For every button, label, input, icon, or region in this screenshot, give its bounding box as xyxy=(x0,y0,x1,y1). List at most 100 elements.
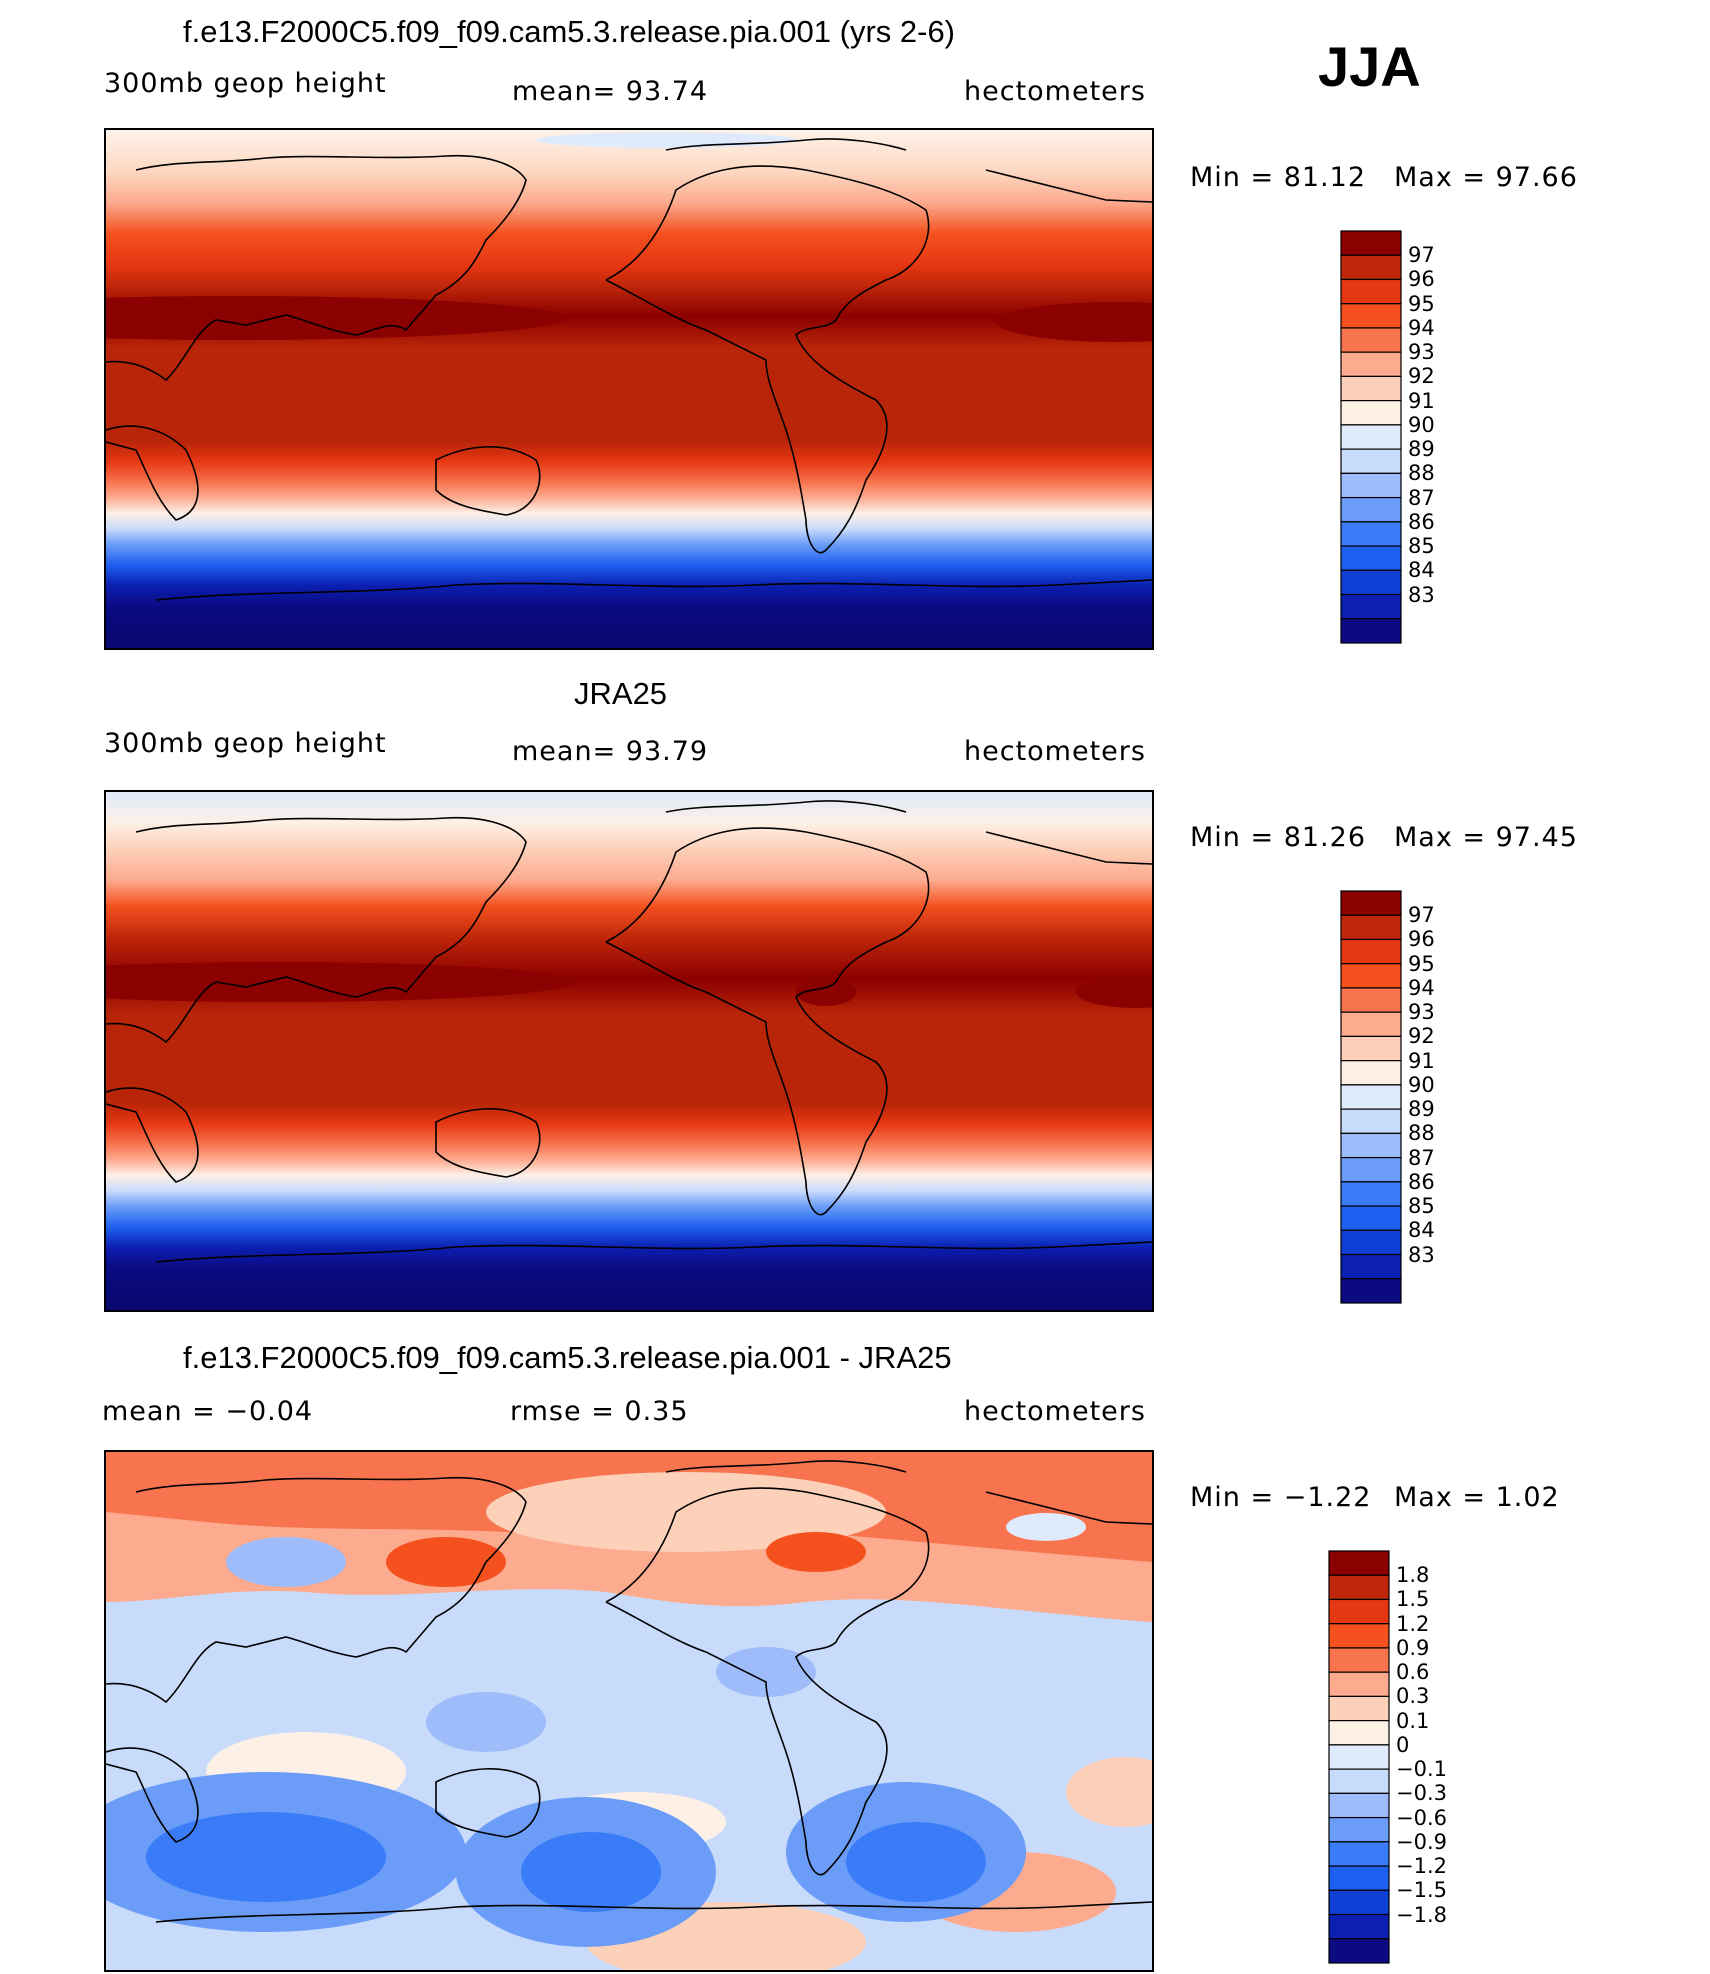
colorbar-box xyxy=(1328,1598,1390,1625)
colorbar-tick-label: 96 xyxy=(1408,927,1435,952)
colorbar-box xyxy=(1340,424,1402,450)
colorbar-box xyxy=(1328,1695,1390,1722)
panel-3-max-label: Max = 1.02 xyxy=(1394,1482,1560,1513)
colorbar-tick-label: 96 xyxy=(1408,267,1435,292)
colorbar-box xyxy=(1328,1671,1390,1698)
panel-3-title: f.e13.F2000C5.f09_f09.cam5.3.release.pia… xyxy=(183,1340,952,1375)
colorbar-box xyxy=(1328,1841,1390,1867)
colorbar-tick-label: 95 xyxy=(1408,951,1435,976)
colorbar-box xyxy=(1340,1132,1402,1159)
colorbar-tick-label: 83 xyxy=(1408,582,1435,607)
colorbar-box xyxy=(1328,1768,1390,1794)
panel-3-mean-label: mean = −0.04 xyxy=(102,1396,314,1427)
panel-3-map xyxy=(104,1450,1154,1972)
panel-3-units-label: hectometers xyxy=(964,1396,1146,1427)
colorbar-box xyxy=(1328,1744,1390,1770)
panel-2-max-label: Max = 97.45 xyxy=(1394,822,1578,853)
colorbar-tick-label: 91 xyxy=(1408,1048,1435,1073)
colorbar-tick-label: 83 xyxy=(1408,1242,1435,1267)
panel-3-rmse-label: rmse = 0.35 xyxy=(510,1396,689,1427)
colorbar-box xyxy=(1340,890,1402,916)
panel-2-colorbar: 97 96 95 94 93 92 91 90 89 88 87 86 85 84 83 xyxy=(1340,890,1435,1304)
colorbar-box xyxy=(1328,1623,1390,1649)
colorbar-tick-label: 89 xyxy=(1408,1097,1435,1122)
colorbar-tick-label: −1.8 xyxy=(1396,1902,1447,1927)
panel-1-colorbar: 97 96 95 94 93 92 91 90 89 88 87 86 85 84 83 xyxy=(1340,230,1435,644)
colorbar-tick-label: 0.1 xyxy=(1396,1708,1430,1733)
colorbar-box xyxy=(1340,472,1402,499)
panel-3-colorbar: 1.8 1.5 1.2 0.9 0.6 0.3 0.1 0 −0.1 −0.3 −0.6 −0.9 −1… xyxy=(1328,1550,1447,1964)
colorbar-tick-label: 93 xyxy=(1408,340,1435,365)
colorbar-tick-label: 0.3 xyxy=(1396,1684,1430,1709)
colorbar-tick-label: 1.8 xyxy=(1396,1563,1430,1588)
colorbar-tick-label: 85 xyxy=(1408,1194,1435,1219)
colorbar-tick-label: 86 xyxy=(1408,509,1435,534)
colorbar-tick-label: 97 xyxy=(1408,243,1435,268)
colorbar-tick-label: 0.9 xyxy=(1396,1635,1430,1660)
colorbar-tick-label: 93 xyxy=(1408,1000,1435,1025)
colorbar-box xyxy=(1328,1816,1390,1843)
colorbar-box xyxy=(1340,521,1402,547)
colorbar-tick-label: 87 xyxy=(1408,485,1435,510)
colorbar-box xyxy=(1328,1913,1390,1940)
panel-2-title: JRA25 xyxy=(574,676,668,711)
colorbar-box xyxy=(1340,1253,1402,1280)
colorbar-svg xyxy=(1340,230,1402,644)
colorbar-tick-label: 87 xyxy=(1408,1145,1435,1170)
colorbar-box xyxy=(1328,1574,1390,1601)
colorbar-box xyxy=(1340,593,1402,620)
colorbar-box xyxy=(1340,496,1402,523)
colorbar-box xyxy=(1328,1792,1390,1819)
colorbar-box xyxy=(1340,400,1402,426)
colorbar-box xyxy=(1328,1865,1390,1891)
colorbar-box xyxy=(1340,1084,1402,1110)
colorbar-tick-label: 94 xyxy=(1408,975,1435,1000)
colorbar-tick-label: 94 xyxy=(1408,315,1435,340)
colorbar-tick-label: 0.6 xyxy=(1396,1660,1430,1685)
colorbar-tick-label: −1.2 xyxy=(1396,1854,1447,1879)
colorbar-tick-label: 89 xyxy=(1408,437,1435,462)
panel-2-mean-label: mean= 93.79 xyxy=(512,736,709,767)
colorbar-box xyxy=(1340,254,1402,281)
colorbar-box xyxy=(1340,569,1402,596)
colorbar-box xyxy=(1340,914,1402,941)
colorbar-box xyxy=(1340,230,1402,256)
colorbar-tick-label: 91 xyxy=(1408,388,1435,413)
colorbar-tick-label: 88 xyxy=(1408,461,1435,486)
colorbar-tick-label: 0 xyxy=(1396,1732,1410,1757)
colorbar-box xyxy=(1340,618,1402,644)
colorbar-tick-label: 90 xyxy=(1408,412,1435,437)
colorbar-tick-label: 84 xyxy=(1408,558,1435,583)
panel-1-max-label: Max = 97.66 xyxy=(1394,162,1578,193)
panel-2-map xyxy=(104,790,1154,1312)
colorbar-tick-label: 84 xyxy=(1408,1218,1435,1243)
colorbar-tick-label: 95 xyxy=(1408,291,1435,316)
panel-3-min-label: Min = −1.22 xyxy=(1190,1482,1372,1513)
season-label: JJA xyxy=(1318,35,1421,98)
colorbar-tick-label: 85 xyxy=(1408,534,1435,559)
panel-1-title: f.e13.F2000C5.f09_f09.cam5.3.release.pia… xyxy=(183,14,956,49)
panel-1-units-label: hectometers xyxy=(964,76,1146,107)
colorbar-svg xyxy=(1340,890,1402,1304)
panel-1-variable-label: 300mb geop height xyxy=(104,68,387,99)
panel-2-units-label: hectometers xyxy=(964,736,1146,767)
colorbar-box xyxy=(1328,1647,1390,1673)
colorbar-tick-label: −0.9 xyxy=(1396,1829,1447,1854)
colorbar-box xyxy=(1340,938,1402,965)
colorbar-box xyxy=(1340,1278,1402,1304)
colorbar-tick-label: 88 xyxy=(1408,1121,1435,1146)
colorbar-tick-label: 97 xyxy=(1408,903,1435,928)
panel-1-min-label: Min = 81.12 xyxy=(1190,162,1366,193)
colorbar-box xyxy=(1340,1156,1402,1183)
colorbar-box xyxy=(1328,1550,1390,1576)
colorbar-box xyxy=(1340,963,1402,989)
colorbar-box xyxy=(1340,375,1402,402)
colorbar-svg xyxy=(1328,1550,1390,1964)
colorbar-box xyxy=(1340,1108,1402,1134)
panel-1-map xyxy=(104,128,1154,650)
colorbar-box xyxy=(1340,1060,1402,1086)
colorbar-tick-label: 90 xyxy=(1408,1072,1435,1097)
colorbar-tick-label: 92 xyxy=(1408,1024,1435,1049)
colorbar-tick-label: −0.6 xyxy=(1396,1805,1447,1830)
panel-2-min-label: Min = 81.26 xyxy=(1190,822,1366,853)
